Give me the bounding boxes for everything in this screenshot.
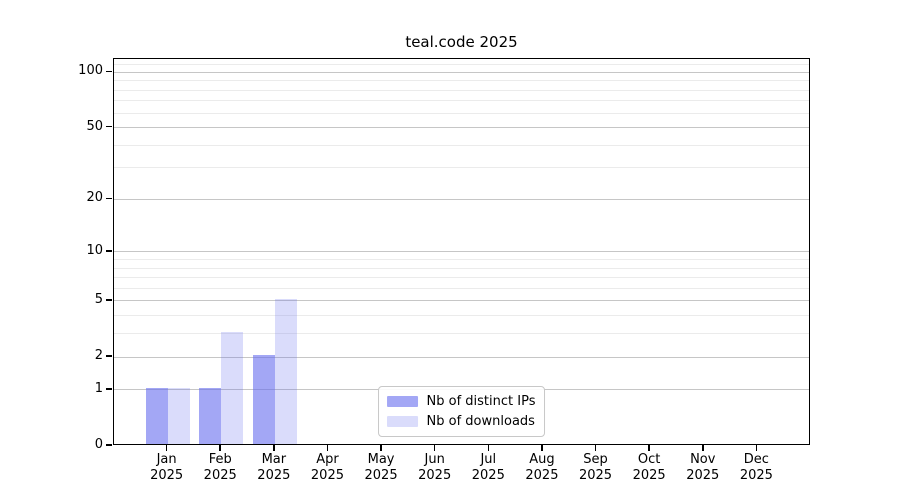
plot-area: Nb of distinct IPs Nb of downloads [113,58,810,445]
gridline-major [114,300,809,302]
y-tick-mark [106,197,112,200]
gridline-minor [114,259,809,261]
legend-label-downloads: Nb of downloads [426,414,535,429]
x-tick-month: Apr [316,452,339,467]
x-tick-label: May 2025 [351,452,411,484]
gridline-minor [114,64,809,66]
x-tick-mark [541,445,543,451]
gridline-minor [114,267,809,269]
bar-distinct-ips [145,387,168,444]
x-tick-label: Dec 2025 [726,452,786,484]
gridline-minor [114,112,809,114]
y-tick-label: 50 [86,118,103,134]
gridline-minor [114,167,809,169]
x-tick-year: 2025 [739,468,773,483]
x-tick-year: 2025 [632,468,666,483]
y-tick-label: 10 [86,242,103,258]
x-tick-year: 2025 [686,468,720,483]
x-tick-year: 2025 [471,468,505,483]
bar-downloads [274,298,297,444]
x-tick-year: 2025 [364,468,398,483]
x-tick-mark [755,445,758,451]
y-tick-label: 2 [94,348,103,364]
x-tick-month: Aug [529,452,555,467]
gridline-minor [114,100,809,102]
legend-label-distinct-ips: Nb of distinct IPs [426,394,536,409]
x-tick-mark [594,445,597,451]
x-tick-label: Feb 2025 [190,452,250,484]
legend-swatch-distinct-ips [386,396,418,407]
bar-downloads [221,331,244,444]
legend-swatch-downloads [386,416,418,427]
x-tick-mark [487,445,490,451]
x-tick-mark [273,445,275,451]
bar-distinct-ips [199,387,222,444]
x-tick-label: Aug 2025 [512,452,572,484]
gridline-major [114,71,809,73]
x-tick-mark [648,445,650,451]
chart-title: teal.code 2025 [405,33,518,51]
legend: Nb of distinct IPs Nb of downloads [377,386,546,437]
y-tick-mark [106,250,112,252]
x-tick-year: 2025 [418,468,452,483]
x-tick-month: Feb [208,452,232,467]
x-tick-month: Jan [156,452,177,467]
x-tick-label: Oct 2025 [619,452,679,484]
bar-downloads [167,387,190,444]
gridline-minor [114,144,809,146]
gridline-minor [114,333,809,335]
y-tick-mark [106,444,112,446]
x-tick-year: 2025 [525,468,559,483]
y-tick-mark [106,388,112,390]
gridline-minor [114,89,809,91]
y-tick-label: 100 [78,63,103,79]
x-tick-mark [380,445,382,451]
gridline-minor [114,315,809,317]
gridline-minor [114,287,809,289]
x-tick-mark [326,445,329,451]
x-tick-month: Jul [480,452,497,467]
x-tick-mark [702,445,704,451]
x-tick-month: Sep [583,452,608,467]
gridline-minor [114,80,809,82]
x-tick-mark [165,445,168,451]
x-tick-label: Sep 2025 [566,452,626,484]
gridline-minor [114,277,809,279]
y-tick-mark [106,125,112,128]
x-tick-mark [433,445,436,451]
y-tick-mark [106,355,112,357]
x-tick-label: Apr 2025 [297,452,357,484]
x-tick-label: Nov 2025 [673,452,733,484]
x-tick-month: Dec [743,452,769,467]
legend-item-distinct-ips: Nb of distinct IPs [386,393,536,410]
y-tick-label: 0 [94,437,103,452]
x-tick-month: Oct [637,452,661,467]
x-tick-year: 2025 [150,468,184,483]
gridline-major [114,251,809,253]
x-tick-label: Jun 2025 [405,452,465,484]
x-tick-year: 2025 [257,468,291,483]
x-tick-label: Jul 2025 [458,452,518,484]
y-tick-mark [106,299,112,301]
x-tick-year: 2025 [578,468,613,483]
y-tick-label: 1 [94,380,103,396]
x-tick-label: Mar 2025 [244,452,304,484]
x-tick-month: Jun [424,452,445,467]
x-tick-month: Nov [690,452,716,467]
gridline-major [114,198,809,200]
x-tick-month: May [367,452,395,467]
x-tick-year: 2025 [310,468,344,483]
x-tick-mark [219,445,221,451]
y-tick-mark [106,70,112,73]
gridline-major [114,127,809,129]
legend-item-downloads: Nb of downloads [386,413,536,430]
x-tick-label: Jan 2025 [137,452,197,484]
gridline-major [114,356,809,358]
bar-distinct-ips [252,355,275,444]
x-tick-year: 2025 [203,468,237,483]
y-tick-label: 20 [86,190,103,206]
y-tick-label: 5 [94,291,103,307]
x-tick-month: Mar [261,452,287,467]
